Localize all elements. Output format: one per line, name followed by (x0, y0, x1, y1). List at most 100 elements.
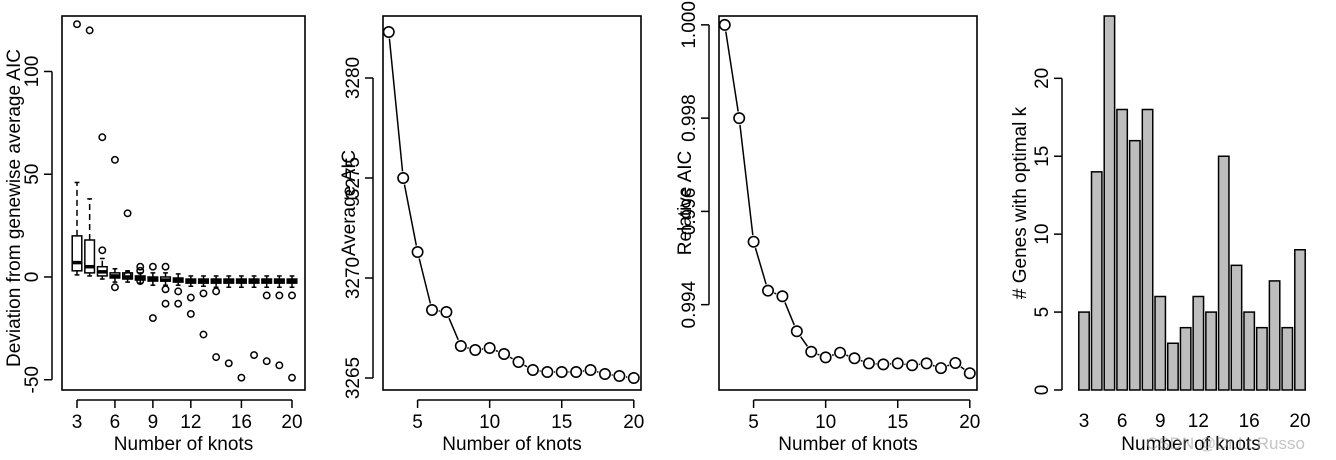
y-tick-label: 3265 (343, 357, 364, 399)
data-point (426, 303, 439, 316)
box-k4 (84, 198, 96, 277)
box-k11 (172, 273, 184, 286)
outlier-point (288, 291, 296, 300)
bar-k9 (1154, 295, 1167, 391)
data-point (440, 305, 453, 318)
x-axis-label: Number of knots (778, 434, 917, 455)
outlier-point (136, 266, 145, 275)
y-tick-label: 5 (1032, 307, 1053, 318)
outlier-point (73, 20, 81, 29)
series-line-segment (495, 349, 499, 353)
x-tick-label: 16 (1239, 411, 1260, 432)
x-axis-label: Number of knots (442, 434, 581, 455)
data-point (397, 172, 410, 185)
outlier-point (123, 270, 132, 279)
series-line-segment (448, 317, 459, 341)
box-iqr (71, 235, 83, 272)
y-tick-label: 50 (22, 164, 43, 185)
box-k14 (210, 275, 222, 289)
data-point (469, 343, 482, 356)
data-point (790, 325, 803, 338)
y-axis-label: Average AIC (339, 150, 360, 256)
outlier-point (186, 293, 195, 302)
outlier-point (262, 291, 271, 300)
data-point (454, 339, 467, 352)
x-tick-label: 12 (1188, 411, 1209, 432)
data-point (584, 363, 597, 376)
data-point (733, 112, 746, 125)
data-point (498, 347, 511, 360)
x-axis: 3 6 9 12 16 20 (72, 399, 303, 433)
outlier-point (136, 277, 145, 286)
series-line-segment (773, 292, 777, 295)
bar-k10 (1166, 342, 1179, 391)
data-point (613, 369, 626, 382)
series-line-segment (388, 38, 404, 172)
bar-k14 (1217, 155, 1230, 391)
box-k13 (197, 275, 210, 287)
x-axis: 5 10 15 20 (748, 399, 980, 433)
x-tick-label: 16 (231, 412, 252, 433)
data-point (627, 371, 640, 384)
bar-k5 (1103, 15, 1116, 391)
x-tick-label: 10 (479, 412, 500, 433)
outlier-point (212, 353, 221, 362)
x-tick-label: 5 (412, 412, 423, 433)
box-k9 (147, 272, 159, 286)
series-line-segment (831, 354, 834, 357)
x-tick-label: 20 (1289, 411, 1310, 432)
y-axis: 0.994 0.996 0.998 1.000 (679, 1, 710, 328)
x-tick-label: 3 (1079, 411, 1090, 432)
series-line-segment (784, 302, 795, 326)
average-aic-panel: 5 10 15 20 Number of knots 3265 3270 3275 3280 Av… (339, 15, 644, 455)
box-k20 (286, 275, 298, 289)
series-line-segment (817, 353, 820, 356)
y-tick-label: 1.000 (679, 1, 700, 49)
data-point (834, 346, 847, 359)
bar-k13 (1205, 311, 1218, 391)
bar-k4 (1090, 171, 1103, 391)
data-point (776, 290, 789, 303)
series-line-segment (739, 124, 754, 236)
outlier-point (212, 287, 221, 296)
outlier-point (275, 361, 284, 370)
data-point (718, 18, 731, 31)
box-iqr (84, 239, 96, 274)
x-tick-label: 20 (959, 412, 980, 433)
outlier-point (275, 291, 284, 300)
boxplot-panel: 3 6 9 12 16 20 Number of knots -50 0 50 100Deviati… (4, 15, 306, 455)
x-tick-label: 12 (180, 412, 201, 433)
outlier-point (98, 246, 107, 255)
data-point (963, 367, 976, 380)
y-axis-label: # Genes with optimal k (1010, 106, 1031, 299)
outlier-point (174, 299, 183, 308)
outlier-point (98, 133, 107, 142)
x-tick-label: 20 (281, 412, 302, 433)
outlier-point (148, 314, 157, 323)
data-point (570, 365, 583, 378)
box-k16 (235, 275, 247, 289)
y-tick-label: 15 (1032, 146, 1053, 167)
data-point (541, 365, 554, 378)
y-axis: 0 5 10 15 20 (1032, 68, 1063, 395)
plot-frame (718, 15, 978, 391)
data-point (877, 358, 890, 371)
outlier-point (288, 373, 296, 382)
x-tick-label: 15 (887, 412, 908, 433)
box-k19 (273, 275, 285, 289)
series-line-segment (932, 364, 935, 367)
y-tick-label: 3280 (343, 57, 364, 99)
bar-k8 (1141, 108, 1154, 391)
bar-k11 (1179, 326, 1192, 391)
data-point (598, 367, 611, 380)
series-line-segment (754, 247, 767, 285)
outlier-point (110, 155, 119, 164)
outlier-point (224, 359, 233, 368)
series-line-segment (846, 354, 849, 357)
series-line-segment (947, 364, 950, 367)
series-line-segment (960, 366, 965, 370)
data-point (762, 284, 775, 297)
data-point (555, 365, 568, 378)
